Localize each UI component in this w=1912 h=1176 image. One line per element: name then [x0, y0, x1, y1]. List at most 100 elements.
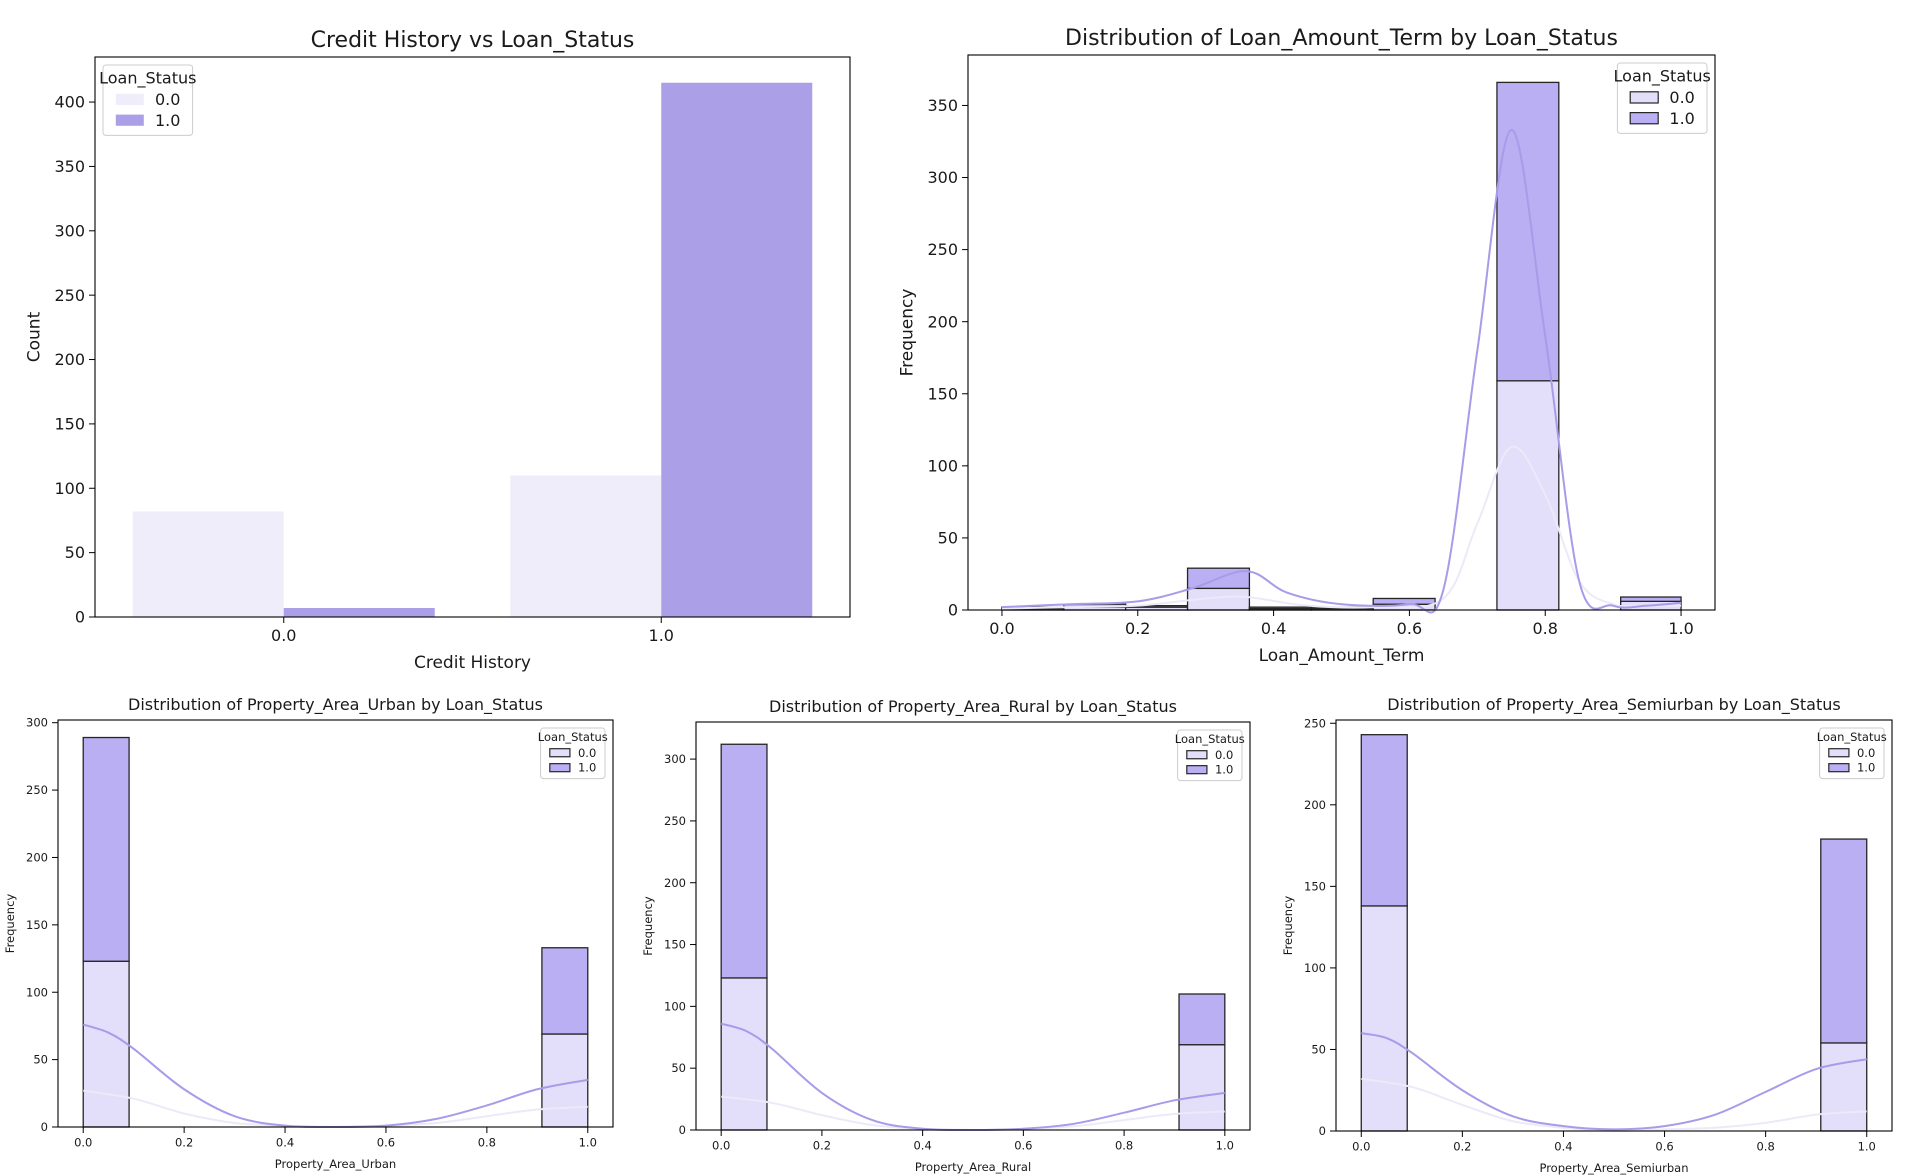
chart-rural: 0 50 100 150 200 250 300 0.0 0.2 0.4 0.6 0.8 1.0 Dist… [641, 697, 1251, 1174]
x-tick-label: 1.0 [579, 1136, 597, 1150]
hist-bar-status-1.0-bin-2 [1820, 838, 1868, 1044]
legend-label-0.0: 0.0 [1669, 88, 1694, 107]
x-tick-label: 0.6 [377, 1136, 395, 1150]
y-tick-label: 250 [54, 286, 85, 305]
y-axis-label: Frequency [897, 289, 917, 377]
legend-title: Loan_Status [99, 68, 196, 88]
y-tick-label: 250 [664, 814, 686, 828]
hist-bar-status-1.0-bin-2 [1178, 993, 1226, 1046]
legend-label-0.0: 0.0 [578, 746, 596, 760]
x-tick-label: 0.0 [271, 626, 296, 645]
x-tick-label: 0.0 [74, 1136, 92, 1150]
legend-swatch-0.0 [1186, 750, 1208, 760]
y-tick-label: 350 [54, 157, 85, 176]
chart-title: Credit History vs Loan_Status [311, 28, 635, 53]
axes-frame [1335, 719, 1893, 1132]
y-tick-label: 50 [671, 1061, 686, 1075]
legend-label-1.0: 1.0 [155, 111, 180, 130]
kde-line-status-1.0 [720, 1022, 1225, 1132]
x-axis-label: Loan_Amount_Term [1259, 646, 1425, 666]
axes-frame [57, 719, 614, 1128]
y-tick-label: 400 [54, 93, 85, 112]
legend-swatch-1.0 [115, 114, 144, 126]
y-tick-label: 200 [664, 876, 686, 890]
x-axis-label: Property_Area_Rural [915, 1160, 1031, 1174]
bar-status-0.0-credit-1.0 [510, 475, 662, 617]
y-tick-label: 100 [927, 456, 958, 475]
y-tick-label: 350 [927, 96, 958, 115]
x-tick-label: 0.8 [1115, 1139, 1133, 1153]
y-tick-label: 0 [75, 608, 85, 627]
legend-label-1.0: 1.0 [1669, 109, 1694, 128]
legend-swatch-1.0 [1186, 765, 1208, 775]
y-tick-label: 250 [927, 240, 958, 259]
legend-label-0.0: 0.0 [1215, 748, 1233, 762]
legend: Loan_Status 0.0 1.0 [1614, 62, 1711, 134]
hist-bar-status-0.0-bin-0 [82, 960, 130, 1128]
hist-bar-status-1.0-bin-8 [1496, 81, 1560, 382]
x-tick-label: 0.4 [276, 1136, 294, 1150]
x-tick-label: 0.4 [1261, 619, 1286, 638]
y-tick-label: 100 [54, 479, 85, 498]
x-axis-label: Credit History [414, 653, 531, 673]
y-axis-label: Count [24, 311, 44, 362]
x-tick-label: 0.8 [1533, 619, 1558, 638]
hist-bar-status-0.0-bin-8 [1496, 380, 1560, 611]
x-tick-label: 0.0 [712, 1139, 730, 1153]
kde-line-status-0.0 [1361, 1077, 1867, 1133]
x-tick-label: 0.0 [989, 619, 1014, 638]
x-tick-label: 1.0 [1858, 1140, 1876, 1154]
chart-title: Distribution of Property_Area_Semiurban … [1387, 695, 1840, 715]
y-tick-label: 250 [26, 783, 48, 797]
y-tick-label: 100 [664, 999, 686, 1013]
chart-title: Distribution of Property_Area_Rural by L… [769, 697, 1177, 717]
chart-semi: 0 50 100 150 200 250 0.0 0.2 0.4 0.6 0.8 1.0 Distrib… [1281, 695, 1893, 1175]
chart-term: 0 50 100 150 200 250 300 350 0.0 0.2 0.4 0.6 0.8 1.0 D… [897, 26, 1716, 666]
y-tick-label: 300 [927, 168, 958, 187]
x-tick-label: 0.0 [1352, 1140, 1370, 1154]
y-tick-label: 200 [1304, 798, 1326, 812]
chart-title: Distribution of Property_Area_Urban by L… [128, 695, 543, 715]
y-tick-label: 200 [54, 350, 85, 369]
y-tick-label: 300 [26, 716, 48, 730]
x-tick-label: 0.6 [1014, 1139, 1032, 1153]
bar-status-1.0-credit-0.0 [283, 607, 435, 617]
x-axis-label: Property_Area_Semiurban [1539, 1161, 1688, 1175]
y-tick-label: 200 [927, 312, 958, 331]
y-tick-label: 0 [41, 1120, 48, 1134]
kde-line-status-1.0 [1361, 1032, 1867, 1131]
y-tick-label: 0 [679, 1123, 686, 1137]
legend-label-1.0: 1.0 [578, 761, 596, 775]
x-tick-label: 0.2 [175, 1136, 193, 1150]
y-tick-label: 150 [1304, 879, 1326, 893]
legend: Loan_Status 0.01.0 [538, 727, 608, 780]
bar-status-0.0-credit-0.0 [132, 511, 284, 617]
x-tick-label: 0.4 [1554, 1140, 1572, 1154]
axes-frame [967, 54, 1716, 611]
y-tick-label: 300 [54, 221, 85, 240]
x-tick-label: 0.6 [1397, 619, 1422, 638]
legend-title: Loan_Status [1614, 66, 1711, 86]
x-tick-label: 0.4 [913, 1139, 931, 1153]
x-tick-label: 1.0 [649, 626, 674, 645]
legend-swatch-1.0 [549, 763, 571, 773]
x-tick-label: 1.0 [1216, 1139, 1234, 1153]
legend-swatch-0.0 [1629, 91, 1659, 104]
hist-bar-status-1.0-bin-2 [541, 947, 589, 1035]
hist-bar-status-0.0-bin-0 [1360, 905, 1408, 1132]
legend-swatch-1.0 [1629, 111, 1659, 125]
y-tick-label: 300 [664, 752, 686, 766]
y-tick-label: 50 [1311, 1042, 1326, 1056]
hist-bar-status-1.0-bin-0 [82, 736, 130, 962]
y-tick-label: 100 [26, 985, 48, 999]
hist-bar-status-1.0-bin-0 [1360, 734, 1408, 907]
y-tick-label: 50 [65, 543, 85, 562]
hist-bar-status-1.0-bin-10 [1620, 596, 1682, 603]
axes-frame [695, 721, 1251, 1131]
hist-bar-status-1.0-bin-0 [720, 743, 768, 979]
chart-credit: 0.0 1.0 0 50 100 150 200 250 300 350 400 Credit His… [24, 28, 851, 673]
y-tick-label: 150 [664, 938, 686, 952]
legend-title: Loan_Status [538, 730, 608, 744]
